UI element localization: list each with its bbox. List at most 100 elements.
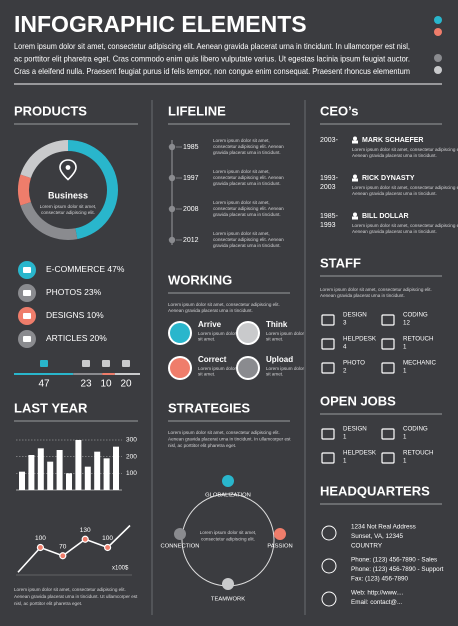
section-text: Aenean gravida placerat urna in tincidun… [168, 308, 253, 313]
glyph [102, 360, 110, 367]
working-icon [170, 323, 190, 343]
product-name: PHOTOS [46, 287, 82, 297]
event-text: Lorem ipsum dolor sit amet, [213, 231, 270, 236]
ceo-years: 1993 [320, 222, 336, 229]
trend-point [81, 535, 89, 543]
event-text: Lorem ipsum dolor sit amet, [213, 200, 270, 205]
cycle-label: PASSION [267, 544, 292, 550]
role-count: 1 [343, 434, 347, 441]
donut-text: consectetur adipiscing elit. [41, 210, 95, 215]
contact-line: Fax: (123) 456-7890 [351, 576, 409, 583]
role-count: 12 [403, 320, 410, 327]
event-text: gravida placerat urna in tincidunt. [213, 181, 281, 186]
section-text: Lorem ipsum dolor sit amet, consectetur … [168, 430, 280, 435]
role-name: CODING [403, 312, 428, 319]
role-icon [321, 338, 335, 350]
role-name: CODING [403, 426, 428, 433]
working-text: Lorem ipsum dolor [198, 366, 237, 371]
cycle-text: Lorem ipsum dolor sit amet, [200, 530, 257, 535]
section-text: nisl, ac porttitor elit pharetra eget. [14, 601, 82, 606]
bar [94, 451, 101, 490]
bar [47, 461, 54, 490]
product-label: DESIGNS 10% [46, 310, 104, 320]
working-icon [238, 358, 258, 378]
product-name: ARTICLES [46, 333, 88, 343]
working-icon [170, 358, 190, 378]
share-number: 10 [100, 379, 112, 390]
role-icon [321, 314, 335, 326]
role-name: DESIGN [343, 426, 367, 433]
section-title: LAST YEAR [14, 400, 88, 415]
cycle-label: CONNECTION [161, 544, 200, 550]
bar [113, 446, 119, 490]
point-label: 70 [59, 543, 67, 550]
role-name: RETOUCH [403, 450, 433, 457]
working-text: sit amet. [266, 337, 283, 342]
ceo-years: 2003- [320, 137, 339, 144]
role-count: 1 [403, 344, 407, 351]
bar [19, 471, 25, 490]
section-text: Aenean gravida placerat urna in tincidun… [168, 437, 291, 442]
event-text: gravida placerat urna in tincidunt. [213, 243, 281, 248]
icon-glyph [23, 336, 31, 342]
donut-segment [20, 202, 78, 241]
contact-line: COUNTRY [351, 543, 383, 550]
icon-glyph [23, 313, 31, 319]
ceo-text: Aenean gravida placerat urna in tincidun… [352, 191, 437, 196]
working-label: Upload [266, 355, 293, 364]
product-name: DESIGNS [46, 310, 85, 320]
working-text: Lorem ipsum dolor [266, 366, 305, 371]
share-number: 20 [120, 379, 132, 390]
working-text: Lorem ipsum dolor [266, 331, 305, 336]
share-bar [114, 373, 140, 375]
icon-glyph [23, 290, 31, 296]
role-icon [381, 362, 395, 374]
product-value: 23% [84, 287, 101, 297]
share-bar [14, 373, 74, 375]
role-name: PHOTO [343, 360, 365, 367]
section-text: nisl, ac porttitor elit pharetra eget. [168, 443, 236, 448]
section-title: STAFF [320, 255, 361, 270]
contact-line: Phone: (123) 456-7890 - Sales [351, 557, 437, 564]
icon [65, 165, 71, 170]
ceo-text: Aenean gravida placerat urna in tincidun… [352, 153, 437, 158]
intro-text: Cras a eleifend nulla. Praesent feugiat … [14, 67, 410, 76]
cycle-label: GLOBALIZATION [205, 493, 251, 499]
event-text: Lorem ipsum dolor sit amet, [213, 138, 270, 143]
person-icon [353, 136, 357, 141]
event-text: consectetur adipiscing elit. Aenean [213, 206, 284, 211]
event-text: consectetur adipiscing elit. Aenean [213, 237, 284, 242]
contact-line: Sunset, VA, 12345 [351, 533, 404, 540]
event-text: Lorem ipsum dolor sit amet, [213, 169, 270, 174]
donut-label: Business [48, 190, 88, 200]
bar [28, 455, 35, 490]
share-number: 23 [80, 379, 92, 390]
working-text: Lorem ipsum dolor [198, 331, 237, 336]
icon-glyph [23, 267, 31, 273]
bar [84, 466, 91, 490]
role-icon [381, 314, 395, 326]
y-tick-label: 200 [126, 453, 137, 460]
event-text: gravida placerat urna in tincidunt. [213, 212, 281, 217]
event-text: consectetur adipiscing elit. Aenean [213, 144, 284, 149]
color-dot [434, 28, 442, 36]
role-name: DESIGN [343, 312, 367, 319]
role-icon [321, 452, 335, 464]
section-text: Aenean gravida placerat urna in tincidun… [320, 293, 405, 298]
role-icon [381, 452, 395, 464]
point-label: 130 [80, 527, 91, 534]
page-title: INFOGRAPHIC ELEMENTS [14, 11, 307, 37]
section-text: Aenean gravida placerat urna in tincidun… [14, 594, 138, 599]
section-text: Lorem ipsum dolor sit amet, consectetur … [320, 287, 432, 292]
timeline-dot [168, 205, 176, 213]
working-label: Correct [198, 355, 227, 364]
point-label: 100 [35, 535, 46, 542]
product-label: E-COMMERCE 47% [46, 264, 125, 274]
y-tick-label: 300 [126, 437, 137, 444]
role-count: 4 [343, 344, 347, 351]
share-bar [73, 373, 103, 375]
event-text: gravida placerat urna in tincidunt. [213, 150, 281, 155]
section-text: Lorem ipsum dolor sit amet, consectetur … [14, 587, 126, 592]
contact-line: Phone: (123) 456-7890 - Support [351, 566, 444, 573]
role-count: 1 [403, 368, 407, 375]
